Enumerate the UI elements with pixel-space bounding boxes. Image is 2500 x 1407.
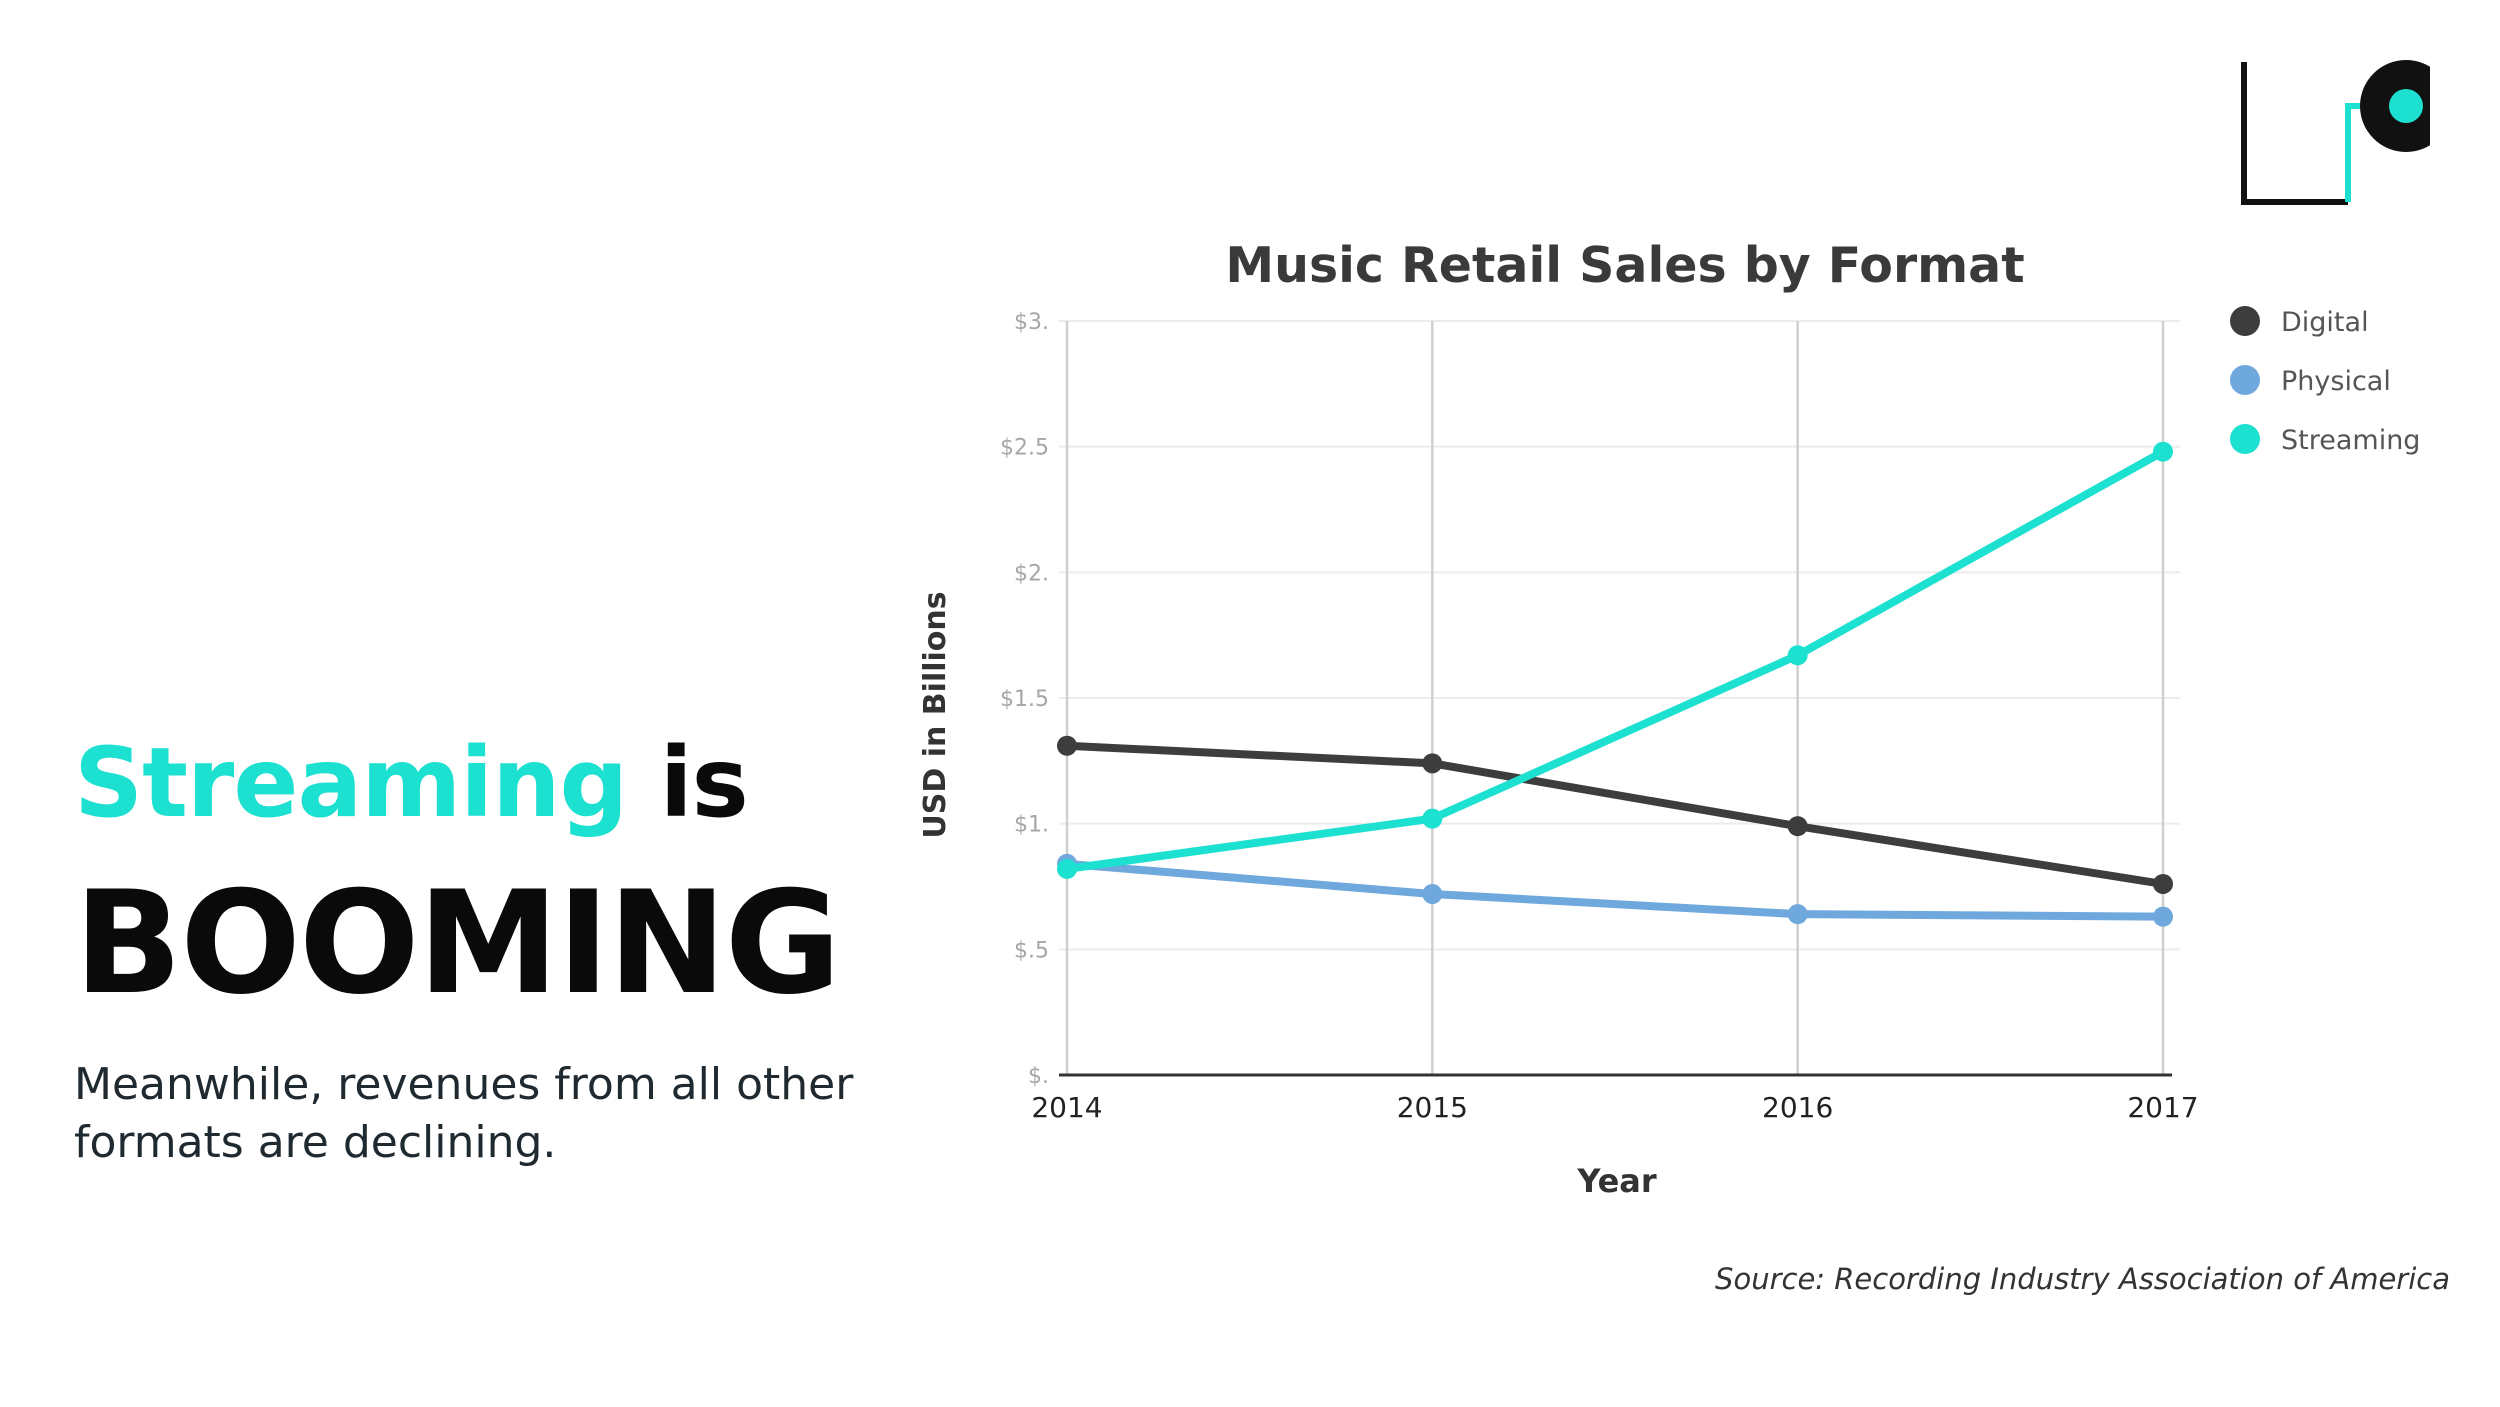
legend-item-streaming: Streaming (2230, 424, 2420, 456)
chart-grid (1059, 320, 2180, 1075)
data-point (1422, 884, 1443, 905)
y-tick-label: $1.5 (1000, 687, 1049, 712)
data-point (2153, 906, 2173, 927)
headline-accent-word: Streaming (74, 727, 628, 839)
logo-dot (2389, 89, 2423, 123)
x-tick-label: 2015 (1397, 1091, 1468, 1124)
y-axis-tick-labels: $. $.5 $1. $1.5 $2. $2.5 $3. (1000, 310, 1049, 1089)
chart-series (1057, 441, 2173, 927)
source-note: Source: Recording Industry Association o… (1715, 1262, 2450, 1296)
series-physical (1057, 853, 2173, 927)
y-tick-label: $3. (1014, 310, 1049, 335)
headline-line-1: Streaming is (74, 735, 839, 831)
data-point (2153, 441, 2173, 462)
data-point (2153, 873, 2173, 894)
chart-legend: Digital Physical Streaming (2230, 306, 2420, 456)
x-tick-label: 2017 (2127, 1091, 2198, 1124)
data-point (1787, 645, 1808, 666)
legend-swatch (2230, 365, 2260, 395)
line-chart: Music Retail Sales by Format $. $.5 $1. $1.… (918, 237, 2420, 1200)
legend-item-physical: Physical (2230, 365, 2391, 397)
series-digital (1057, 735, 2173, 894)
data-point (1422, 808, 1443, 829)
subtext: Meanwhile, revenues from all other forma… (74, 1059, 854, 1168)
legend-swatch (2230, 306, 2260, 336)
x-tick-label: 2014 (1031, 1091, 1102, 1124)
data-point (1787, 816, 1808, 837)
bracket-dot-logo-icon (2241, 60, 2430, 205)
headline-big-word: BOOMING (74, 861, 841, 1026)
x-axis-label: Year (1576, 1162, 1657, 1200)
data-point (1057, 858, 1077, 879)
y-tick-label: $2.5 (1000, 436, 1049, 461)
x-axis-tick-labels: 2014 2015 2016 2017 (1031, 1091, 2198, 1124)
headline: Streaming is BOOMING (74, 735, 841, 1026)
series-line (1063, 447, 2167, 873)
legend-label: Physical (2281, 366, 2391, 397)
headline-rest: is (659, 727, 749, 839)
y-tick-label: $2. (1014, 561, 1049, 586)
y-tick-label: $. (1028, 1064, 1049, 1089)
y-axis-label: USD in Billions (918, 591, 953, 838)
logo-frame (2241, 62, 2348, 205)
legend-label: Streaming (2281, 425, 2420, 456)
data-point (1787, 904, 1808, 925)
data-point (1057, 735, 1077, 756)
series-streaming (1057, 441, 2173, 879)
x-tick-label: 2016 (1762, 1091, 1833, 1124)
y-tick-label: $.5 (1014, 938, 1049, 963)
legend-item-digital: Digital (2230, 306, 2369, 338)
legend-label: Digital (2281, 307, 2369, 338)
y-tick-label: $1. (1014, 813, 1049, 838)
series-line (1063, 859, 2167, 921)
legend-swatch (2230, 424, 2260, 454)
data-point (1422, 753, 1443, 774)
series-line (1063, 741, 2167, 888)
chart-title: Music Retail Sales by Format (1225, 237, 2024, 294)
